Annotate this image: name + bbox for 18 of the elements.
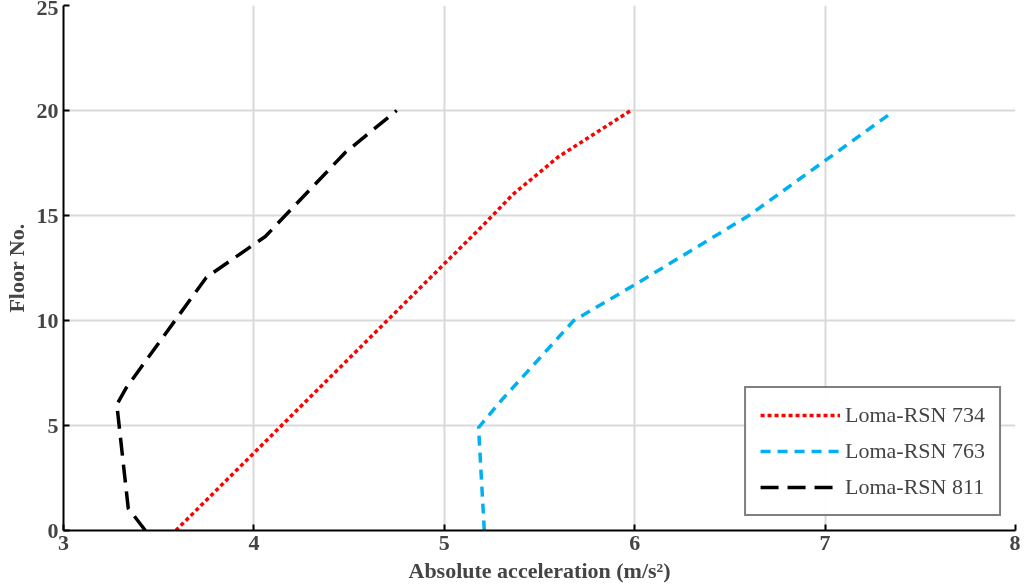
y-axis-title: Floor No. bbox=[3, 223, 29, 313]
x-tick-label: 5 bbox=[438, 529, 450, 555]
y-tick-label: 25 bbox=[36, 0, 59, 20]
legend-label: Loma-RSN 811 bbox=[845, 474, 985, 500]
x-tick-label: 4 bbox=[248, 529, 260, 555]
legend-label: Loma-RSN 734 bbox=[845, 402, 985, 428]
x-tick-label: 8 bbox=[1009, 529, 1021, 555]
x-tick-label: 6 bbox=[629, 529, 641, 555]
y-tick-label: 0 bbox=[47, 517, 59, 543]
y-tick-label: 20 bbox=[36, 97, 59, 123]
y-tick-label: 10 bbox=[36, 307, 59, 333]
legend-label: Loma-RSN 763 bbox=[845, 438, 985, 464]
x-axis-title: Absolute acceleration (m/s²) bbox=[408, 557, 671, 583]
y-tick-label: 15 bbox=[36, 202, 59, 228]
x-tick-label: 3 bbox=[58, 529, 69, 555]
x-tick-label: 7 bbox=[819, 529, 831, 555]
line-series bbox=[174, 108, 633, 531]
y-tick-label: 5 bbox=[47, 412, 59, 438]
